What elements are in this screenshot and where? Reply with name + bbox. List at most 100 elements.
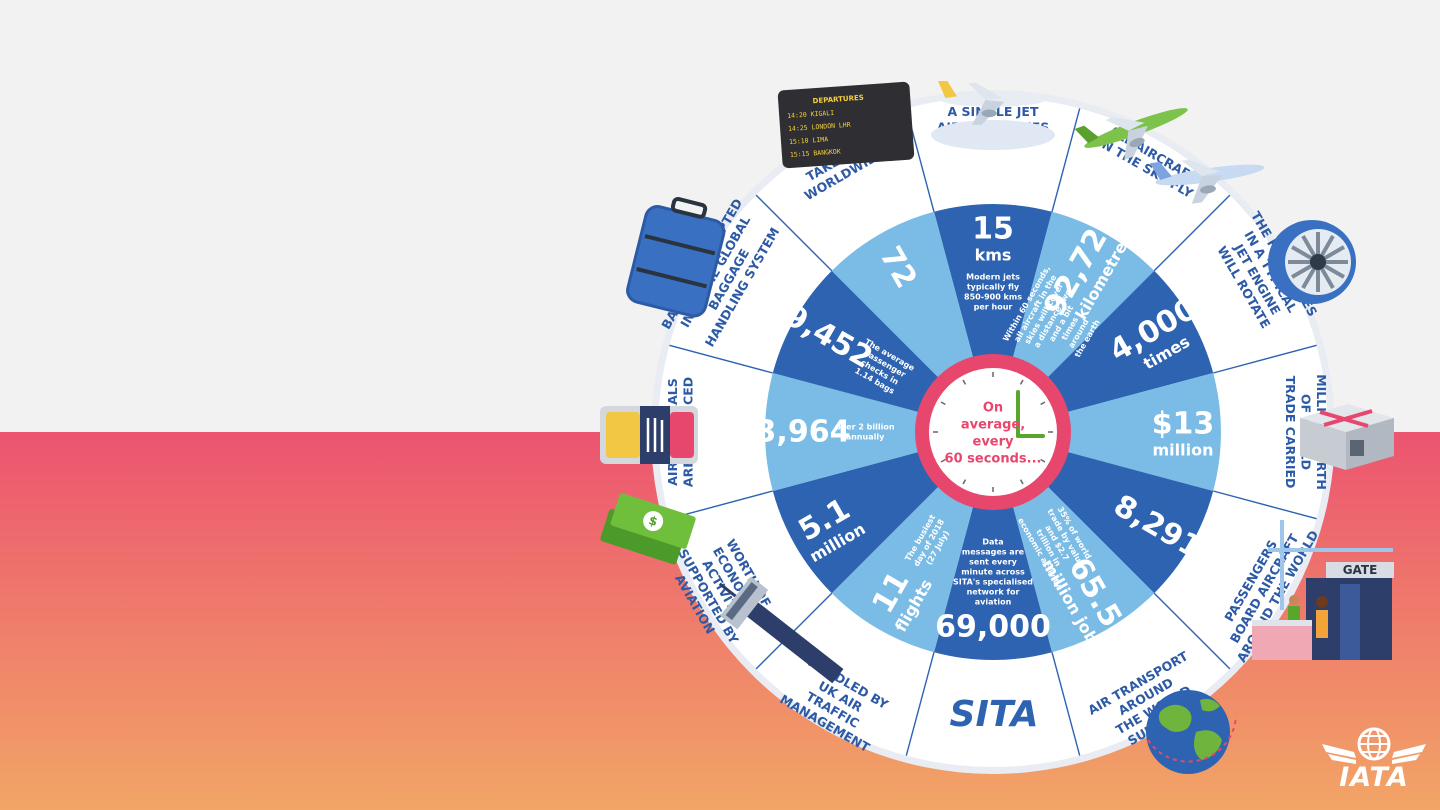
- suitcase-strap: [636, 267, 708, 289]
- value-unit: million: [1153, 441, 1214, 460]
- departures-board-title: DEPARTURES: [812, 94, 864, 106]
- note-sita-line: sent every: [969, 558, 1018, 567]
- passenger-body: [1316, 610, 1328, 638]
- blue-plane-icon-fuselage: [1155, 164, 1265, 186]
- clock-tick: [940, 458, 946, 463]
- segment-divider: [905, 652, 935, 756]
- note-jet-line: per hour: [974, 303, 1013, 312]
- segment-divider: [755, 194, 833, 272]
- note-sita-line: network for: [967, 588, 1020, 597]
- gate-desk-top: [1252, 620, 1312, 626]
- clock-tick: [940, 401, 946, 406]
- money-icon: $: [600, 493, 696, 565]
- boarding-gate-icon: GATE: [1252, 520, 1394, 660]
- cargo-box-ribbon: [1319, 409, 1373, 428]
- meal-tray-icon: [600, 406, 698, 464]
- wedge-sita: [934, 432, 1052, 660]
- green-plane-icon: [1074, 108, 1188, 160]
- jet-plane-icon-tail: [937, 81, 957, 99]
- gate-sign-text: GATE: [1343, 563, 1378, 577]
- gate-agent-body: [1288, 606, 1300, 620]
- cargo-box-left: [1300, 418, 1346, 470]
- note-sita-line: Data: [982, 538, 1003, 547]
- blue-plane-icon-wing-far: [1181, 159, 1220, 177]
- note-jet-line: Modern jets: [966, 273, 1020, 282]
- segment-divider: [1153, 194, 1231, 272]
- cargo-box-label: [1350, 440, 1364, 456]
- iata-logo-icon: [1322, 727, 1426, 764]
- value-number: 15: [972, 212, 1014, 247]
- clock-tick: [962, 479, 967, 485]
- value-unit: kms: [975, 246, 1012, 265]
- departures-board-row: 15:15 BANGKOK: [790, 147, 841, 159]
- meal-tray-dessert: [670, 412, 694, 458]
- green-plane-icon-tail: [1074, 125, 1099, 144]
- clock-tick: [962, 379, 967, 385]
- clock-tick: [1040, 458, 1046, 463]
- departures-board-frame: [777, 81, 915, 169]
- globe-land: [1200, 698, 1220, 712]
- value-number: 69,000: [935, 610, 1051, 645]
- passenger-legs: [1318, 638, 1326, 660]
- tower-windows: [725, 582, 758, 621]
- clock-face: [929, 368, 1057, 496]
- sita-logo: SITA: [950, 694, 1039, 735]
- money-dollar-glyph: $: [647, 513, 659, 529]
- gate-agent-head: [1289, 595, 1299, 605]
- segment-divider: [669, 344, 773, 374]
- tower-shaft: [745, 601, 844, 684]
- cargo-box-right: [1346, 418, 1394, 470]
- blue-plane-icon-engine: [1200, 185, 1216, 194]
- cloud-shape: [931, 120, 1055, 150]
- cargo-box-icon: [1300, 404, 1394, 470]
- segment-divider: [1213, 490, 1317, 520]
- globe-land: [1194, 730, 1222, 760]
- clock-tick: [1019, 379, 1024, 385]
- cutlery-icon: [646, 418, 664, 452]
- note-sita-line: SITA's specialised: [953, 578, 1033, 587]
- note-meals-line: annually: [846, 433, 885, 442]
- passenger-head: [1316, 596, 1328, 608]
- blue-plane-icon: [1149, 159, 1265, 204]
- globe-water: [1146, 690, 1230, 774]
- gate-sign-panel: [1326, 562, 1394, 578]
- suitcase-strap: [644, 234, 716, 256]
- note-jet-line: typically fly: [967, 283, 1020, 292]
- departures-board-row: 14:20 KIGALI: [787, 109, 834, 120]
- meal-tray-food: [606, 412, 640, 458]
- gate-door-panel: [1340, 584, 1360, 660]
- segment-divider: [1213, 344, 1317, 374]
- departures-board-row: 15:10 LIMA: [789, 135, 829, 146]
- suitcase-handle: [670, 197, 708, 219]
- segment-divider: [1051, 652, 1081, 756]
- segment-divider: [669, 490, 773, 520]
- clock-text-line: every: [973, 435, 1015, 450]
- clock-text-line: 60 seconds...: [945, 452, 1042, 467]
- clock-text-line: On: [983, 401, 1003, 416]
- globe-land: [1158, 704, 1192, 732]
- clock-tick: [1019, 479, 1024, 485]
- value-number: $13: [1152, 407, 1215, 442]
- value-sita: 69,000: [935, 610, 1051, 645]
- segment-divider: [1051, 108, 1081, 212]
- suitcase-body: [627, 206, 724, 316]
- green-plane-icon-wing-far: [1105, 117, 1145, 131]
- segment-divider: [1153, 592, 1231, 670]
- note-sita-line: messages are: [962, 548, 1025, 557]
- money-coin-mark: [643, 511, 664, 532]
- gate-rail: [1268, 548, 1393, 552]
- wedge-meals: [765, 373, 993, 491]
- tower-antenna: [718, 582, 737, 598]
- wedge-jet: [934, 204, 1052, 432]
- globe-icon: [1146, 690, 1237, 774]
- value-number: 3,964: [756, 415, 851, 450]
- gate-pole: [1280, 520, 1284, 610]
- green-plane-icon-fuselage: [1084, 108, 1188, 148]
